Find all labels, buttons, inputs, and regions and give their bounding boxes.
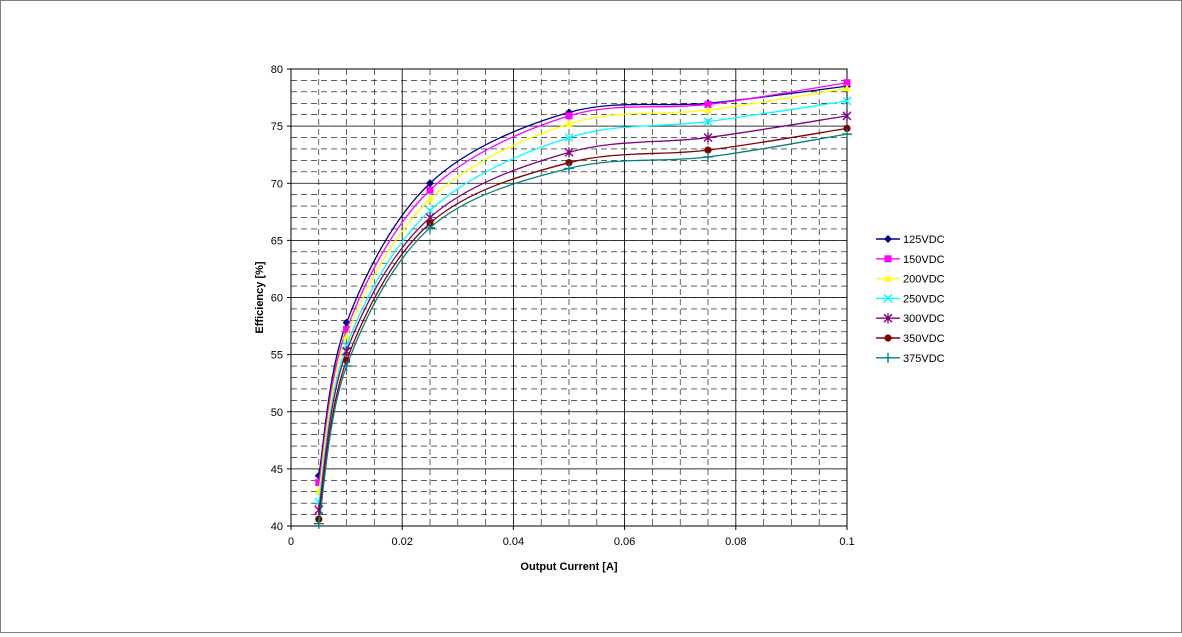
x-tick-label: 0.06	[614, 536, 635, 548]
series-line	[318, 87, 848, 492]
x-tick-label: 0.04	[503, 536, 524, 548]
series-line	[318, 100, 848, 503]
y-tick-label: 50	[271, 407, 283, 419]
legend-swatch-marker	[883, 352, 893, 363]
y-tick-label: 75	[271, 121, 283, 133]
series-line	[318, 133, 848, 524]
legend-swatch-marker	[884, 334, 892, 342]
legend-label: 125VDC	[903, 234, 945, 246]
series-200VDC	[314, 84, 851, 495]
data-point	[703, 151, 713, 162]
data-point	[564, 147, 574, 158]
legend-item: 150VDC	[876, 254, 945, 266]
data-point	[704, 106, 712, 114]
data-point	[425, 222, 435, 233]
data-point	[564, 163, 574, 174]
legend-item: 250VDC	[876, 293, 945, 305]
y-axis-title: Efficiency [%]	[254, 261, 266, 333]
legend-swatch-marker	[884, 255, 892, 263]
data-point	[843, 79, 851, 87]
series-150VDC	[315, 79, 851, 487]
data-point	[704, 100, 712, 108]
axis-ticks: 0 0.02 0.04 0.06 0.08 0.1 40 45 50 55 60 65 70 75 80	[271, 64, 855, 548]
data-point	[565, 159, 573, 167]
data-point	[425, 206, 435, 216]
legend-label: 250VDC	[903, 293, 945, 305]
series-350VDC	[315, 124, 851, 523]
data-point	[703, 132, 713, 143]
x-axis-title: Output Current [A]	[520, 561, 617, 573]
legend-item: 350VDC	[876, 333, 945, 345]
legend-swatch-marker	[884, 235, 892, 243]
legend-swatch-marker	[883, 313, 893, 324]
data-point	[843, 124, 851, 133]
data-point	[704, 146, 712, 154]
legend-label: 200VDC	[903, 274, 945, 286]
data-point	[564, 133, 574, 143]
legend-swatch-marker	[884, 274, 892, 282]
legend-swatch-marker	[883, 293, 893, 303]
data-point	[426, 179, 434, 188]
grid	[290, 68, 848, 527]
legend-label: 350VDC	[903, 333, 945, 345]
data-point	[343, 325, 351, 333]
series-line	[318, 82, 848, 483]
series-line	[318, 85, 848, 476]
y-tick-label: 70	[271, 178, 283, 190]
x-tick-label: 0.02	[391, 536, 412, 548]
data-point	[565, 119, 573, 127]
x-tick-label: 0.08	[725, 536, 746, 548]
y-tick-label: 40	[271, 521, 283, 533]
data-point	[315, 479, 323, 487]
y-tick-label: 55	[271, 350, 283, 362]
legend-label: 300VDC	[903, 313, 945, 325]
data-point	[565, 112, 573, 120]
series-125VDC	[314, 82, 851, 480]
data-point	[341, 361, 352, 372]
legend-item: 200VDC	[876, 274, 945, 286]
legend-label: 375VDC	[903, 353, 945, 365]
series-line	[318, 115, 848, 511]
data-point	[842, 110, 852, 121]
data-point	[313, 518, 324, 529]
series-lines	[313, 79, 852, 529]
data-point	[426, 186, 434, 194]
y-tick-label: 80	[271, 64, 283, 76]
y-tick-label: 60	[271, 293, 283, 305]
data-point	[426, 195, 434, 203]
legend-item: 125VDC	[876, 234, 945, 246]
data-point	[843, 84, 851, 92]
legend-label: 150VDC	[903, 254, 945, 266]
data-point	[842, 96, 852, 106]
series-250VDC	[314, 96, 852, 507]
y-tick-label: 65	[271, 235, 283, 247]
data-point	[703, 117, 713, 127]
legend-item: 375VDC	[876, 353, 945, 365]
series-line	[318, 127, 848, 520]
series-375VDC	[313, 129, 852, 529]
x-tick-label: 0.1	[839, 536, 854, 548]
legend: 125VDC 150VDC 200VDC 250VDC 300VDC 350VDC 375V…	[876, 234, 945, 365]
data-point	[842, 129, 852, 140]
legend-item: 300VDC	[876, 313, 945, 325]
y-tick-label: 45	[271, 464, 283, 476]
data-point	[342, 332, 351, 340]
x-tick-label: 0	[288, 536, 294, 548]
series-300VDC	[314, 110, 852, 516]
